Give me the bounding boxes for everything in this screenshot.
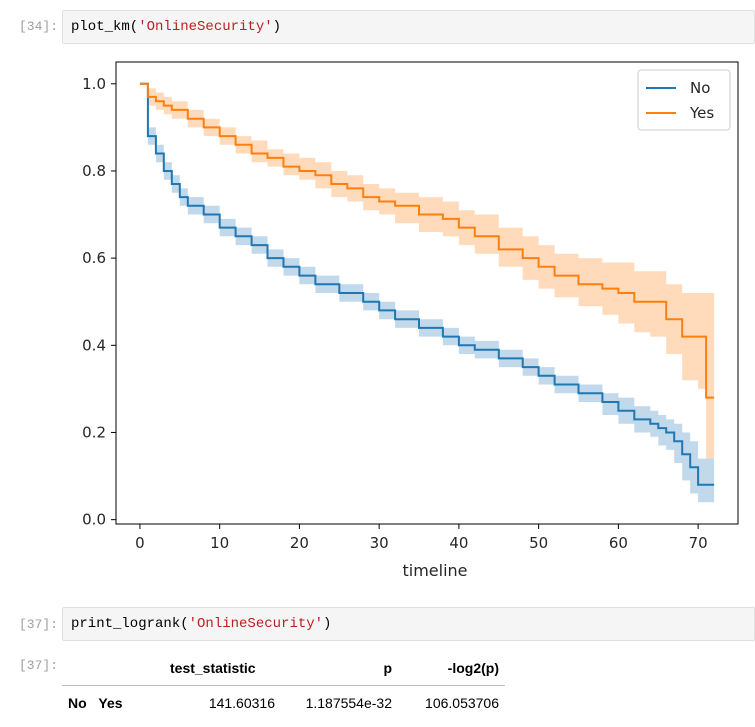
confidence-band-yes [139, 83, 715, 459]
column-header: -log2(p) [398, 651, 505, 686]
logrank-table: test_statistic p -log2(p) No Yes 141.603… [62, 651, 505, 720]
input-prompt-34: [34]: [18, 19, 58, 34]
index-header [62, 651, 164, 686]
table-header-row: test_statistic p -log2(p) [62, 651, 505, 686]
code-string-arg: 'OnlineSecurity' [188, 616, 324, 632]
km-survival-plot: 0 10 20 30 40 50 60 70 0.0 0.2 0.4 0.6 0.8 1.0 timelin… [82, 61, 739, 580]
row-index-level-1: Yes [98, 695, 123, 711]
code-cell-plot-km[interactable]: plot_km('OnlineSecurity') [62, 10, 755, 44]
x-axis-label: timeline [402, 561, 467, 580]
legend-label-no: No [690, 79, 710, 97]
row-index: No Yes [62, 686, 164, 721]
x-tick-label: 40 [449, 534, 468, 552]
x-tick-label: 20 [290, 534, 309, 552]
cell-p: 1.187554e-32 [305, 695, 392, 711]
row-index-level-0: No [68, 695, 87, 711]
legend-label-yes: Yes [689, 104, 714, 122]
code-cell-print-logrank[interactable]: print_logrank('OnlineSecurity') [62, 607, 755, 641]
code-function: plot_km( [71, 19, 139, 35]
code-function: print_logrank( [71, 616, 189, 632]
x-tick-label: 0 [135, 534, 145, 552]
legend-box [637, 69, 731, 131]
code-close-paren: ) [323, 616, 332, 632]
cell-neg-log2-p: 106.053706 [425, 695, 499, 711]
cell-test-statistic: 141.60316 [208, 695, 275, 711]
column-header: p [281, 651, 398, 686]
y-tick-label: 1.0 [82, 75, 106, 93]
code-string-arg: 'OnlineSecurity' [138, 19, 273, 35]
table-row: No Yes 141.60316 1.187554e-32 106.053706 [62, 686, 505, 721]
y-tick-label: 0.4 [82, 336, 106, 354]
x-tick-label: 50 [529, 534, 548, 552]
axes-frame [115, 61, 739, 525]
y-tick-label: 0.6 [82, 249, 106, 267]
y-tick-label: 0.0 [82, 511, 106, 529]
x-tick-label: 70 [689, 534, 708, 552]
output-prompt-37: [37]: [18, 658, 58, 673]
x-tick-label: 30 [370, 534, 389, 552]
x-tick-label: 10 [210, 534, 229, 552]
x-tick-label: 60 [609, 534, 628, 552]
input-prompt-37: [37]: [18, 617, 58, 632]
code-close-paren: ) [272, 19, 282, 35]
survival-line-no [139, 82, 715, 486]
y-tick-label: 0.2 [82, 423, 106, 441]
column-header: test_statistic [164, 651, 281, 686]
survival-line-yes [139, 82, 715, 399]
y-tick-label: 0.8 [82, 162, 106, 180]
